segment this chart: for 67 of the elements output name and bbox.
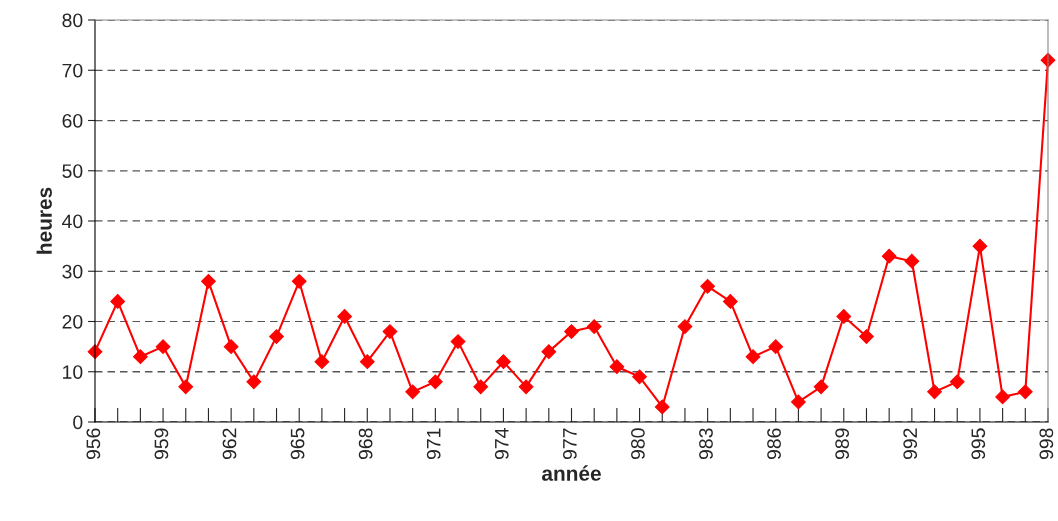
point: [609, 359, 625, 375]
y-tick-label: 10: [63, 365, 83, 379]
x-tick-label: 998: [1039, 428, 1054, 460]
point: [223, 339, 239, 355]
point: [586, 319, 602, 334]
x-tick-label: 962: [222, 428, 237, 460]
point: [859, 329, 874, 344]
point: [382, 324, 398, 339]
point: [972, 238, 988, 254]
x-tick-label: 971: [426, 428, 441, 460]
point: [201, 273, 216, 289]
point: [836, 309, 852, 324]
x-tick-label: 992: [903, 428, 918, 460]
point: [132, 349, 148, 365]
x-tick-label: 956: [86, 428, 101, 460]
point: [700, 278, 716, 294]
point: [927, 384, 942, 400]
x-tick-label: 989: [835, 428, 850, 460]
point: [881, 248, 897, 264]
x-tick-label: 977: [562, 428, 577, 460]
point: [473, 379, 489, 395]
point: [359, 354, 375, 370]
point: [518, 379, 534, 395]
point: [541, 344, 557, 360]
point: [564, 324, 579, 339]
y-tick-label: 70: [62, 63, 83, 78]
point: [405, 384, 421, 400]
point: [791, 394, 806, 410]
point: [337, 309, 352, 324]
point: [654, 399, 670, 415]
point: [450, 334, 466, 349]
y-axis-title: heures: [36, 187, 52, 254]
point: [496, 354, 511, 370]
x-tick-label: 965: [290, 428, 305, 460]
point: [677, 319, 693, 334]
x-tick-label: 980: [631, 428, 645, 460]
x-tick-label: 959: [154, 428, 169, 460]
y-tick-label: 0: [73, 415, 83, 430]
point: [904, 253, 920, 269]
point: [768, 339, 784, 355]
x-tick-label: 968: [358, 428, 373, 460]
x-tick-label: 974: [494, 428, 509, 460]
y-tick-label: 50: [62, 164, 83, 178]
point: [246, 374, 262, 390]
x-tick-label: 983: [699, 428, 713, 460]
point: [269, 329, 284, 344]
point: [178, 379, 194, 395]
y-tick-label: 30: [62, 264, 83, 279]
point: [291, 273, 307, 289]
y-tick-label: 80: [62, 13, 83, 28]
y-tick-label: 60: [62, 113, 83, 128]
point: [155, 339, 171, 355]
x-axis-title: année: [542, 465, 601, 481]
x-tick-label: 995: [971, 428, 986, 460]
point: [949, 374, 965, 390]
point: [632, 369, 647, 385]
point: [813, 379, 829, 395]
point: [1017, 384, 1033, 400]
y-tick-label: 20: [62, 314, 83, 329]
point: [110, 294, 126, 309]
point: [995, 389, 1011, 405]
x-tick-label: 986: [767, 428, 781, 460]
y-tick-label: 40: [62, 214, 83, 229]
point: [722, 294, 738, 309]
point: [745, 349, 761, 365]
point: [314, 354, 330, 370]
point: [427, 374, 443, 390]
